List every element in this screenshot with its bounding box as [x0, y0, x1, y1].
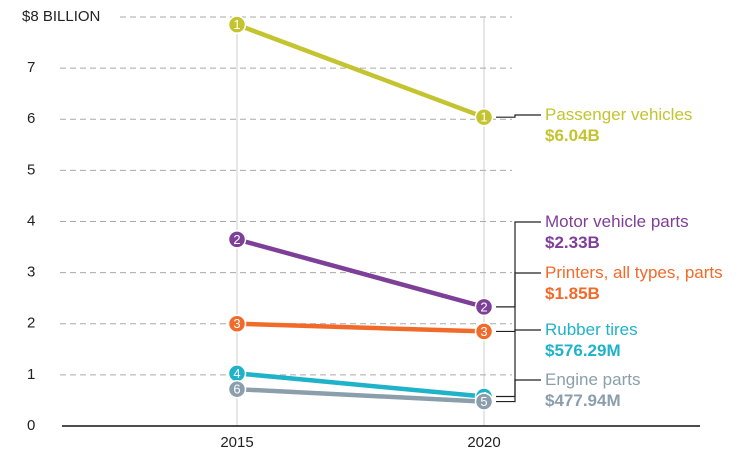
rank-label: 4 [233, 366, 240, 381]
value-label: $576.29M [545, 341, 621, 360]
point [227, 314, 247, 333]
x-tick-label: 2015 [220, 434, 253, 451]
legend-entry: Printers, all types, parts [545, 263, 723, 282]
series-line [236, 371, 485, 399]
leader-line [496, 221, 541, 308]
legend-entry: Engine parts [545, 370, 641, 389]
y-tick-label: 6 [27, 110, 35, 127]
rank-label: 1 [233, 17, 240, 32]
series-line [236, 321, 485, 334]
end-label: Passenger vehicles $6.04B [545, 104, 735, 146]
point [474, 322, 494, 341]
point [227, 230, 247, 249]
legend-entry: Passenger vehicles [545, 105, 693, 124]
point [227, 379, 247, 399]
y-tick-label: $8 BILLION [22, 8, 100, 25]
y-tick-label: 2 [27, 315, 35, 332]
end-label: Printers, all types, parts $1.85B [545, 262, 735, 304]
value-label: $6.04B [545, 126, 600, 145]
end-label: Engine parts $477.94M [545, 369, 735, 411]
leader-line [496, 329, 541, 398]
y-tick-label: 7 [27, 59, 35, 76]
rank-label: 3 [480, 324, 487, 339]
series-line [236, 237, 485, 310]
point [474, 107, 494, 127]
rank-label: 2 [480, 299, 487, 314]
rank-label: 2 [233, 232, 240, 247]
value-label: $477.94M [545, 391, 621, 410]
rank-label: 5 [480, 394, 487, 409]
y-tick-label: 1 [27, 366, 35, 383]
point [227, 15, 247, 34]
leader-line [496, 272, 541, 333]
y-tick-label: 3 [27, 264, 35, 281]
point [474, 297, 494, 317]
rank-label: 6 [233, 382, 240, 397]
series-line [236, 22, 485, 120]
legend-entry: Motor vehicle parts [545, 212, 689, 231]
value-label: $2.33B [545, 233, 600, 252]
end-label: Motor vehicle parts $2.33B [545, 211, 735, 253]
leader-line [496, 114, 541, 118]
y-tick-label: 4 [27, 212, 35, 229]
x-tick-label: 2020 [467, 434, 500, 451]
point [474, 392, 494, 411]
rank-label: 3 [233, 316, 240, 331]
legend-entry: Rubber tires [545, 320, 638, 339]
rank-label: 1 [480, 110, 487, 125]
y-tick-label: 5 [27, 161, 35, 178]
series-line [236, 386, 485, 404]
leader-line [496, 379, 541, 403]
value-label: $1.85B [545, 284, 600, 303]
y-tick-label: 0 [27, 417, 35, 434]
end-label: Rubber tires $576.29M [545, 319, 735, 361]
